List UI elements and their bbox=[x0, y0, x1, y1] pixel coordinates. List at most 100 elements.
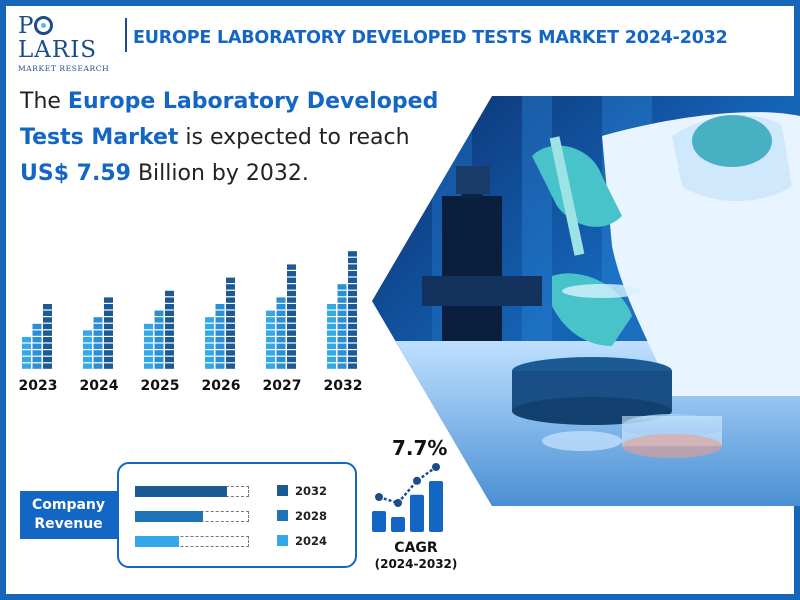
cagr-bar bbox=[410, 494, 424, 532]
headline-text: is expected to reach bbox=[178, 125, 410, 150]
lab-photo-svg bbox=[372, 96, 800, 506]
bar-segment-2024 bbox=[104, 350, 113, 356]
bar-segment-2024 bbox=[104, 343, 113, 349]
bar-segment-2026 bbox=[215, 363, 225, 369]
bar-segment-2027 bbox=[276, 330, 286, 336]
bar-segment-2027 bbox=[287, 330, 296, 336]
cagr-trend-point bbox=[375, 493, 383, 501]
bar-segment-2025 bbox=[165, 304, 174, 310]
bar-segment-2023 bbox=[43, 330, 52, 336]
headline: The Europe Laboratory Developed Tests Ma… bbox=[20, 84, 460, 192]
x-tick-label: 2024 bbox=[79, 378, 119, 394]
bar-segment-2026 bbox=[226, 284, 235, 290]
bar-segment-2027 bbox=[266, 343, 275, 349]
bar-segment-2027 bbox=[287, 297, 296, 303]
bar-segment-2024 bbox=[93, 363, 103, 369]
bar-segment-2027 bbox=[266, 317, 275, 323]
bar-segment-2025 bbox=[154, 343, 164, 349]
bar-segment-2027 bbox=[287, 363, 296, 369]
bar-segment-2025 bbox=[165, 343, 174, 349]
bar-segment-2026 bbox=[226, 297, 235, 303]
bar-segment-2026 bbox=[226, 330, 235, 336]
bar-segment-2025 bbox=[154, 350, 164, 356]
bar-segment-2025 bbox=[154, 363, 164, 369]
bar-segment-2032 bbox=[327, 310, 336, 316]
bar-segment-2023 bbox=[43, 317, 52, 323]
bar-segment-2032 bbox=[337, 323, 347, 330]
bar-segment-2023 bbox=[43, 363, 52, 369]
bar-segment-2032 bbox=[327, 330, 336, 336]
bar-segment-2025 bbox=[154, 337, 164, 343]
bar-segment-2023 bbox=[22, 356, 31, 363]
bar-segment-2024 bbox=[93, 330, 103, 336]
cagr-growth-icon bbox=[372, 463, 443, 532]
bar-segment-2032 bbox=[348, 356, 357, 363]
bar-segment-2032 bbox=[337, 363, 347, 369]
bar-segment-2027 bbox=[266, 356, 275, 363]
bar-segment-2025 bbox=[165, 337, 174, 343]
brand-logo[interactable]: PLARIS MARKET RESEARCH bbox=[18, 14, 122, 73]
bar-segment-2032 bbox=[337, 310, 347, 316]
bar-segment-2026 bbox=[226, 337, 235, 343]
bar-segment-2027 bbox=[266, 323, 275, 330]
bar-segment-2025 bbox=[165, 310, 174, 316]
bar-segment-2032 bbox=[348, 363, 357, 369]
bar-segment-2024 bbox=[104, 356, 113, 363]
bar-segment-2023 bbox=[43, 343, 52, 349]
legend-swatch bbox=[277, 485, 288, 496]
bar-segment-2027 bbox=[287, 310, 296, 316]
bar-segment-2032 bbox=[348, 337, 357, 343]
bar-segment-2027 bbox=[287, 264, 296, 270]
bar-segment-2026 bbox=[215, 304, 225, 310]
bar-segment-2026 bbox=[215, 323, 225, 330]
bar-segment-2027 bbox=[276, 356, 286, 363]
bar-segment-2026 bbox=[226, 277, 235, 283]
company-revenue-panel: 2032 2028 2024 bbox=[117, 462, 357, 568]
bar-segment-2023 bbox=[43, 350, 52, 356]
bar-segment-2024 bbox=[104, 304, 113, 310]
x-tick-label: 2027 bbox=[262, 378, 302, 394]
logo-o-icon bbox=[34, 16, 54, 35]
bar-segment-2032 bbox=[327, 350, 336, 356]
page-title: EUROPE LABORATORY DEVELOPED TESTS MARKET… bbox=[133, 28, 728, 48]
bar-segment-2032 bbox=[348, 343, 357, 349]
bar-segment-2027 bbox=[287, 356, 296, 363]
bar-segment-2025 bbox=[165, 363, 174, 369]
revenue-bar-2028 bbox=[135, 511, 203, 522]
bar-segment-2026 bbox=[205, 323, 214, 330]
bar-segment-2032 bbox=[348, 277, 357, 283]
bar-segment-2025 bbox=[144, 323, 153, 330]
bar-segment-2023 bbox=[22, 337, 31, 343]
bar-segment-2032 bbox=[327, 356, 336, 363]
bar-segment-2032 bbox=[348, 323, 357, 330]
bar-segment-2032 bbox=[327, 343, 336, 349]
bar-segment-2023 bbox=[43, 337, 52, 343]
bar-segment-2026 bbox=[226, 323, 235, 330]
cagr-trend-line bbox=[378, 465, 437, 505]
bar-segment-2032 bbox=[348, 350, 357, 356]
bar-segment-2023 bbox=[43, 310, 52, 316]
bar-segment-2024 bbox=[93, 343, 103, 349]
revenue-legend-2032: 2032 bbox=[277, 484, 327, 498]
bar-segment-2032 bbox=[327, 304, 336, 310]
headline-market-name: Europe Laboratory Developed Tests Market bbox=[20, 89, 439, 150]
bar-segment-2023 bbox=[43, 304, 52, 310]
bar-segment-2027 bbox=[276, 337, 286, 343]
bar-segment-2025 bbox=[154, 317, 164, 323]
bar-segment-2024 bbox=[83, 356, 92, 363]
bar-segment-2032 bbox=[337, 337, 347, 343]
bar-segment-2032 bbox=[348, 271, 357, 277]
bar-segment-2026 bbox=[215, 356, 225, 363]
bar-segment-2032 bbox=[348, 330, 357, 336]
bar-segment-2023 bbox=[22, 363, 31, 369]
bar-segment-2032 bbox=[337, 284, 347, 290]
headline-text: The bbox=[20, 89, 68, 114]
bar-segment-2024 bbox=[83, 363, 92, 369]
bar-segment-2026 bbox=[226, 363, 235, 369]
bar-segment-2032 bbox=[348, 257, 357, 264]
bar-segment-2026 bbox=[215, 337, 225, 343]
logo-tagline: MARKET RESEARCH bbox=[18, 64, 110, 73]
bar-segment-2027 bbox=[276, 304, 286, 310]
bar-segment-2024 bbox=[93, 356, 103, 363]
bar-segment-2025 bbox=[154, 310, 164, 316]
